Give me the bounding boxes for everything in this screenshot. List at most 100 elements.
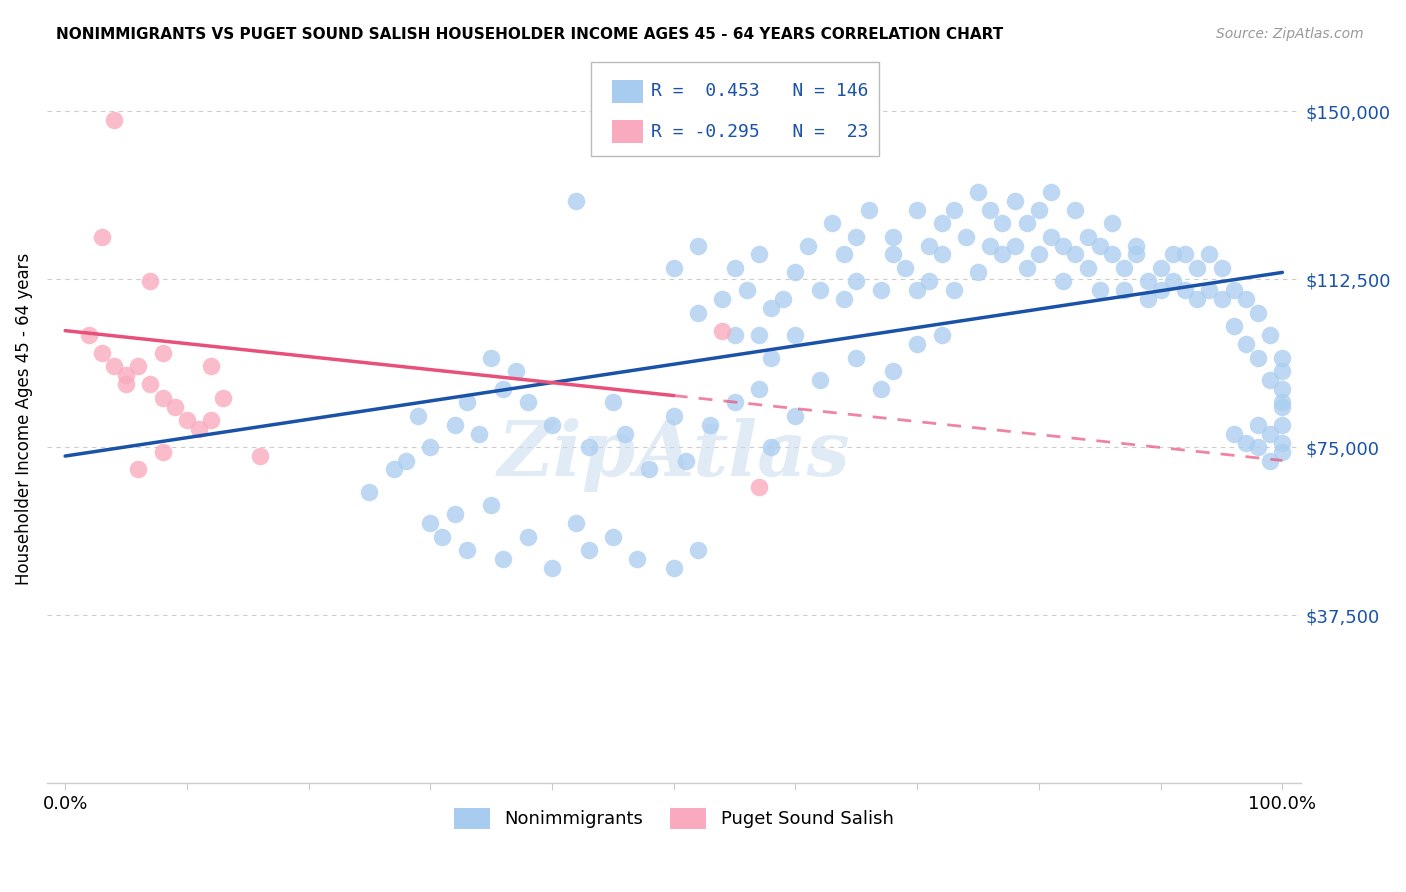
Point xyxy=(675,453,697,467)
Point xyxy=(492,552,515,566)
Point xyxy=(406,409,429,423)
Point xyxy=(1174,247,1197,261)
Point xyxy=(688,306,710,320)
Point xyxy=(565,194,588,208)
Point xyxy=(1211,293,1233,307)
Point xyxy=(468,426,491,441)
Point xyxy=(748,247,770,261)
Point xyxy=(103,359,125,374)
Point xyxy=(1125,247,1147,261)
Point xyxy=(748,480,770,494)
Point xyxy=(626,552,648,566)
Point xyxy=(79,328,101,343)
Point xyxy=(711,324,734,338)
Point xyxy=(1040,185,1063,199)
Point xyxy=(711,293,734,307)
Point xyxy=(115,377,138,392)
Point xyxy=(1101,247,1123,261)
Point xyxy=(1234,435,1257,450)
Point xyxy=(479,351,502,365)
Point xyxy=(188,422,211,436)
Point xyxy=(1185,260,1208,275)
Point xyxy=(1161,247,1184,261)
Point xyxy=(1004,194,1026,208)
Point xyxy=(905,337,928,351)
Point xyxy=(212,391,235,405)
Point xyxy=(1271,382,1294,396)
Point xyxy=(1015,216,1038,230)
Point xyxy=(759,351,782,365)
Point xyxy=(395,453,418,467)
Text: NONIMMIGRANTS VS PUGET SOUND SALISH HOUSEHOLDER INCOME AGES 45 - 64 YEARS CORREL: NONIMMIGRANTS VS PUGET SOUND SALISH HOUS… xyxy=(56,27,1004,42)
Point xyxy=(578,440,600,454)
Point xyxy=(1125,238,1147,252)
Point xyxy=(1271,417,1294,432)
Point xyxy=(90,229,112,244)
Point xyxy=(103,113,125,128)
Point xyxy=(200,359,222,374)
Point xyxy=(419,440,441,454)
Point xyxy=(1234,337,1257,351)
Point xyxy=(1247,440,1270,454)
Point xyxy=(662,260,685,275)
Point xyxy=(115,368,138,383)
Point xyxy=(382,462,405,476)
Point xyxy=(127,462,149,476)
Point xyxy=(1028,247,1050,261)
Point xyxy=(139,274,162,288)
Point xyxy=(505,364,527,378)
Point xyxy=(882,229,904,244)
Point xyxy=(942,283,965,297)
Point xyxy=(1211,260,1233,275)
Point xyxy=(991,247,1014,261)
Y-axis label: Householder Income Ages 45 - 64 years: Householder Income Ages 45 - 64 years xyxy=(15,253,32,585)
Point xyxy=(735,283,758,297)
Point xyxy=(1222,283,1244,297)
Point xyxy=(1015,260,1038,275)
Point xyxy=(1077,229,1099,244)
Point xyxy=(699,417,721,432)
Point xyxy=(869,283,891,297)
Point xyxy=(1258,328,1281,343)
Point xyxy=(931,216,953,230)
Point xyxy=(1077,260,1099,275)
Point xyxy=(1028,202,1050,217)
Point xyxy=(1088,238,1111,252)
Point xyxy=(845,274,868,288)
Point xyxy=(882,364,904,378)
Point xyxy=(1064,202,1087,217)
Point xyxy=(785,328,807,343)
Point xyxy=(905,283,928,297)
Text: ZipAtlas: ZipAtlas xyxy=(498,418,851,492)
Point xyxy=(1004,238,1026,252)
Legend: Nonimmigrants, Puget Sound Salish: Nonimmigrants, Puget Sound Salish xyxy=(447,801,901,836)
Point xyxy=(1271,364,1294,378)
Point xyxy=(748,382,770,396)
Point xyxy=(808,373,831,387)
Point xyxy=(832,247,855,261)
Point xyxy=(1271,444,1294,458)
Point xyxy=(163,400,186,414)
Point xyxy=(931,328,953,343)
Point xyxy=(541,417,564,432)
Point xyxy=(516,395,538,409)
Point xyxy=(918,274,941,288)
Point xyxy=(723,260,745,275)
Point xyxy=(127,359,149,374)
Point xyxy=(1052,238,1074,252)
Point xyxy=(723,395,745,409)
Point xyxy=(1064,247,1087,261)
Point xyxy=(614,426,637,441)
Point xyxy=(638,462,661,476)
Point xyxy=(249,449,271,463)
Point xyxy=(1161,274,1184,288)
Point xyxy=(200,413,222,427)
Point xyxy=(1198,283,1220,297)
Point xyxy=(1101,216,1123,230)
Point xyxy=(1258,453,1281,467)
Point xyxy=(1137,274,1160,288)
Point xyxy=(443,417,465,432)
Point xyxy=(419,516,441,531)
Point xyxy=(152,391,174,405)
Point xyxy=(1247,417,1270,432)
